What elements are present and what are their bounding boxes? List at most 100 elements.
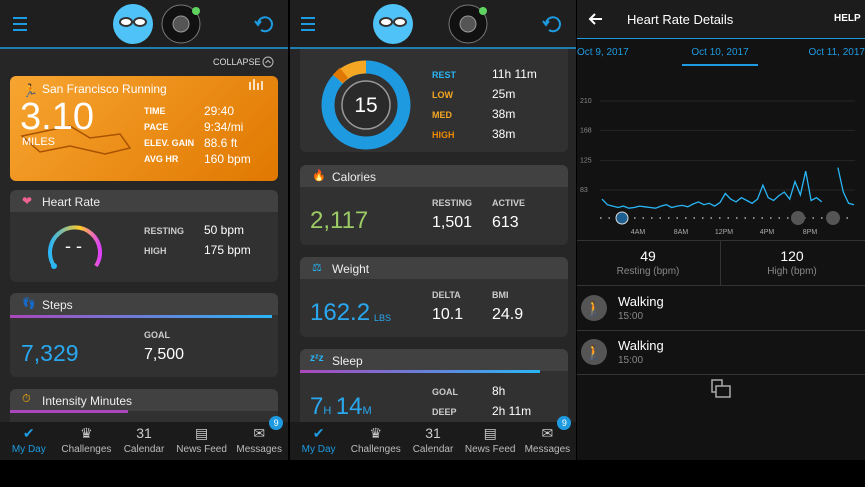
collapse[interactable]: COLLAPSE <box>213 57 261 67</box>
stress-label: LOW <box>432 90 453 100</box>
high-label: High (bpm) <box>767 266 817 277</box>
y-tick-label: 168 <box>580 127 592 134</box>
calories-title: Calories <box>332 170 377 184</box>
bottom-nav: ✔ My Day ♛ Challenges 31 Calendar ▤ News Feed ✉ M… <box>290 416 576 460</box>
deep-value: 2h 11m <box>492 404 532 418</box>
divider <box>577 285 865 286</box>
delta-label: DELTA <box>432 290 461 300</box>
nav-item[interactable]: Calendar <box>123 444 165 455</box>
heart-icon: ❤ <box>22 194 33 208</box>
bmi-label: BMI <box>492 290 509 300</box>
back-button[interactable] <box>587 10 605 28</box>
nav-icon: ♛ <box>369 425 383 441</box>
collapse-icon[interactable] <box>262 56 274 68</box>
help-button[interactable]: HELP <box>834 13 861 24</box>
resting-value: 1,501 <box>432 214 473 231</box>
bottom-nav: ✔ My Day ♛ Challenges 31 Calendar ▤ News Feed ✉ M… <box>0 416 288 460</box>
nav-icon: ✉ <box>541 425 554 441</box>
y-tick-label: 125 <box>580 157 592 164</box>
run-stat-value: 160 bpm <box>204 152 251 166</box>
heart-title: Heart Rate <box>42 195 101 209</box>
calories-card[interactable]: 🔥 Calories 2,117 RESTING 1,501 ACTIVE 61… <box>300 165 568 245</box>
bmi-value: 24.9 <box>492 306 524 323</box>
resting-value: 49 <box>640 248 656 264</box>
hr-val: 50 bpm <box>204 223 245 237</box>
nav-icon: ✔ <box>312 425 325 441</box>
stress-donut <box>321 60 411 150</box>
steps-icon: 👣 <box>22 298 36 310</box>
stress-card[interactable]: 15 REST 11h 11m LOW 25m MED 38m HIGH 38m <box>300 30 568 152</box>
goal-value: 8h <box>492 384 506 398</box>
goal-label: GOAL <box>144 330 170 340</box>
nav-item[interactable]: My Day <box>301 444 336 455</box>
running-card[interactable]: 🏃 San Francisco Running 3.10 MILES TIME 2… <box>10 76 278 181</box>
copy-icon[interactable] <box>709 378 733 400</box>
nav-item[interactable]: Challenges <box>350 444 401 455</box>
steps-value: 7,329 <box>21 340 79 366</box>
run-distance: 3.10 <box>20 96 94 138</box>
prev-date[interactable]: Oct 9, 2017 <box>577 47 629 58</box>
intensity-icon: ⏱ <box>22 393 31 405</box>
nav-item[interactable]: My Day <box>11 444 46 455</box>
resting-label: RESTING <box>432 198 473 208</box>
divider <box>577 240 865 241</box>
sleep-value: 7H 14M <box>310 393 372 421</box>
divider <box>720 240 721 285</box>
current-date[interactable]: Oct 10, 2017 <box>691 47 749 58</box>
steps-card[interactable]: 👣 Steps 7,329 GOAL 7,500 <box>10 293 278 377</box>
run-stat-label: ELEV. GAIN <box>144 138 195 148</box>
stress-value: 15 <box>354 94 378 117</box>
run-stat-label: PACE <box>144 122 169 132</box>
nav-icon: 31 <box>425 425 441 441</box>
active-label: ACTIVE <box>492 198 526 208</box>
nav-item[interactable]: News Feed <box>464 444 516 455</box>
sleep-hours: 7 <box>310 393 324 420</box>
nav-item[interactable]: Calendar <box>412 444 454 455</box>
next-date[interactable]: Oct 11, 2017 <box>808 47 865 58</box>
sleep-bar <box>300 370 540 373</box>
divider <box>577 374 865 375</box>
hr-chart: 210 168 125 83 4AM 8AM 12PM 4PM 8PM <box>580 98 855 236</box>
heart-rate-card[interactable]: ❤ Heart Rate - - RESTING 50 bpm HIGH 175… <box>10 190 278 282</box>
nav-icon: ▤ <box>194 425 209 441</box>
divider <box>577 330 865 331</box>
nav-item[interactable]: Challenges <box>61 444 112 455</box>
message-badge: 9 <box>557 416 572 430</box>
hr-label: HIGH <box>144 246 167 256</box>
message-badge: 9 <box>269 416 284 430</box>
hr-val: 175 bpm <box>204 243 251 257</box>
nav-item[interactable]: Messages <box>524 444 571 455</box>
x-tick-label: 12PM <box>715 229 733 236</box>
stress-value: 38m <box>492 127 516 141</box>
delta-value: 10.1 <box>432 306 464 323</box>
run-stat-label: TIME <box>144 106 166 116</box>
steps-title: Steps <box>42 298 73 312</box>
intensity-title: Intensity Minutes <box>42 394 133 408</box>
sleep-title: Sleep <box>332 354 363 368</box>
activity-time: 15:00 <box>618 311 644 322</box>
weight-unit: LBS <box>374 313 392 323</box>
header-bar <box>577 0 865 39</box>
sleep-card[interactable]: zᶻz Sleep 7H 14M GOAL 8h DEEP 2h 11m <box>300 349 568 429</box>
nav-item[interactable]: Messages <box>236 444 282 455</box>
stress-value: 11h 11m <box>492 67 537 81</box>
activity-name: Walking <box>618 294 664 309</box>
goal-label: GOAL <box>432 387 458 397</box>
run-unit: MILES <box>22 136 56 148</box>
nav-item[interactable]: News Feed <box>176 444 227 455</box>
resting-label: Resting (bpm) <box>616 266 680 277</box>
active-value: 613 <box>492 214 519 231</box>
nav-icon: ▤ <box>483 425 497 441</box>
hr-label: RESTING <box>144 226 185 236</box>
route-map <box>20 79 263 155</box>
run-stat-value: 29:40 <box>204 104 235 118</box>
weight-value: 162.2 <box>310 299 371 326</box>
details-title: Heart Rate Details <box>627 12 734 27</box>
hr-value: - - <box>65 236 82 256</box>
run-stat-label: AVG HR <box>144 154 179 164</box>
stress-label: MED <box>432 110 452 120</box>
stress-value: 38m <box>492 107 516 121</box>
sleep-minutes: 14 <box>335 393 363 420</box>
weight-card[interactable]: ⚖ Weight 162.2 LBS DELTA 10.1 BMI 24.9 <box>300 257 568 337</box>
nav-icon: 31 <box>136 425 152 441</box>
